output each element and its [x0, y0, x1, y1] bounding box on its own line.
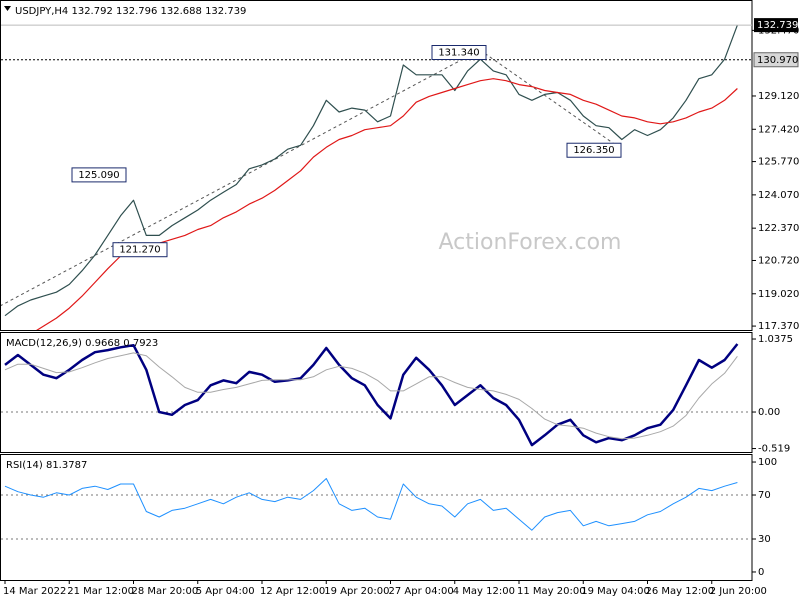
x-tick-label: 12 Apr 12:00: [260, 586, 325, 597]
panel-frame: [0, 332, 753, 453]
x-tick-label: 2 Jun 20:00: [710, 586, 767, 597]
x-tick-label: 14 Mar 2022: [3, 586, 66, 597]
x-tick-label: 11 May 20:00: [517, 586, 586, 597]
panel-title: RSI(14) 81.3787: [6, 460, 87, 471]
y-tick-label: 1.0375: [758, 334, 793, 345]
annotation-box: [112, 242, 168, 258]
y-tick-label: 119.020: [758, 289, 799, 300]
y-tick-label: 30: [758, 534, 771, 545]
y-tick-label: 127.420: [758, 124, 799, 135]
last-price-label: 132.739: [757, 20, 798, 31]
x-tick-label: 19 May 04:00: [581, 586, 650, 597]
y-tick-label: 122.370: [758, 223, 799, 234]
y-tick-label: 0: [758, 567, 764, 578]
y-tick-label: 100: [758, 457, 777, 468]
series-line: [4, 352, 738, 440]
price-label-box: [753, 52, 799, 68]
panel-title: USDJPY,H4 132.792 132.796 132.688 132.73…: [15, 6, 246, 17]
y-tick-label: 70: [758, 490, 771, 501]
panel-frame: [0, 0, 753, 331]
series-line: [4, 478, 738, 531]
annotation-label: 131.340: [438, 48, 479, 59]
series-group: [4, 478, 738, 531]
series-group: [4, 343, 739, 447]
annotation-label: 126.350: [573, 145, 614, 156]
x-tick-label: 27 Apr 04:00: [389, 586, 454, 597]
annotation-box: [566, 142, 622, 158]
trend-line: [0, 49, 481, 307]
y-tick-label: 120.720: [758, 255, 799, 266]
trend-line: [479, 49, 621, 149]
panel-title: MACD(12,26,9) 0.9668 0.7923: [6, 338, 158, 349]
y-tick-label: 124.070: [758, 190, 799, 201]
annotation-label: 125.090: [78, 170, 119, 181]
y-tick-label: 129.120: [758, 91, 799, 102]
x-tick-label: 28 Mar 20:00: [132, 586, 199, 597]
dropdown-icon: [4, 6, 11, 11]
x-tick-label: 19 Apr 20:00: [324, 586, 389, 597]
annotation-box: [71, 167, 127, 183]
y-tick-label: 125.770: [758, 157, 799, 168]
price-label: 130.970: [757, 55, 798, 66]
y-tick-label: 0.00: [758, 407, 780, 418]
panel-frame: [0, 454, 753, 581]
watermark: ActionForex.com: [439, 230, 622, 255]
annotation-box: [431, 45, 487, 61]
annotation-label: 121.270: [119, 245, 160, 256]
y-tick-label: 117.370: [758, 321, 799, 332]
series-line: [4, 24, 738, 317]
x-tick-label: 21 Mar 12:00: [67, 586, 134, 597]
x-tick-label: 26 May 12:00: [646, 586, 715, 597]
x-tick-label: 5 Apr 04:00: [196, 586, 255, 597]
y-tick-label: -0.519: [758, 444, 790, 455]
x-tick-label: 4 May 12:00: [453, 586, 515, 597]
series-line: [4, 343, 739, 447]
last-price-box: [754, 18, 798, 33]
